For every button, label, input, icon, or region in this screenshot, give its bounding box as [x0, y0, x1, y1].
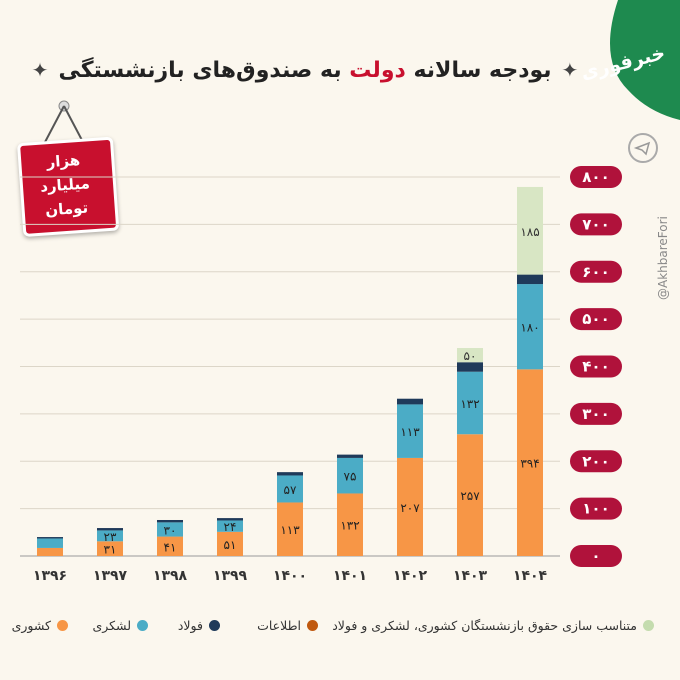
x-tick-label: ۱۴۰۳ [453, 568, 488, 584]
bar-segment-lashkari [337, 457, 363, 494]
y-tick-badge [570, 260, 622, 283]
title-star-icon-2: ✦ [31, 58, 49, 82]
y-tick-label: ۲۰۰ [582, 452, 609, 470]
bar-segment-lashkari [37, 538, 63, 548]
bar-data-label: ۱۱۳ [400, 425, 420, 439]
bar-data-label: ۱۳۲ [340, 519, 359, 533]
bar-segment-motanasebsazi [517, 186, 543, 275]
bar-segment-foolad [97, 528, 123, 531]
legend-item-lashkari: لشکری [92, 618, 148, 633]
y-tick-badge [570, 545, 622, 567]
y-tick-badge [570, 497, 622, 520]
bar-segment-lashkari [457, 371, 483, 435]
bar-data-label: ۲۰۷ [400, 501, 420, 515]
bar-data-label: ۱۳۲ [460, 397, 479, 411]
bar-data-label: ۵۱ [224, 538, 237, 552]
legend-item-keshvari: کشوری [12, 618, 68, 633]
x-tick-label: ۱۳۹۹ [213, 568, 248, 584]
bar-data-label: ۳۰ [164, 523, 177, 537]
x-tick-label: ۱۳۹۶ [33, 568, 67, 584]
y-tick-badge [570, 450, 622, 473]
bar-data-label: ۵۰ [464, 349, 477, 363]
bar-segment-foolad [277, 472, 303, 476]
title-star-icon: ✦ [561, 58, 579, 82]
title-part-2: به صندوق‌های بازنشستگی [58, 58, 342, 83]
bar-segment-foolad [517, 274, 543, 285]
x-tick-label: ۱۴۰۱ [333, 568, 367, 584]
bar-segment-foolad [157, 519, 183, 523]
legend-item-foolad: فولاد [178, 618, 220, 633]
bar-segment-lashkari [97, 530, 123, 542]
bar-data-label: ۲۵۷ [460, 489, 480, 503]
bar-segment-foolad [397, 398, 423, 405]
bar-segment-lashkari [217, 520, 243, 532]
bar-segment-keshvari [217, 531, 243, 556]
bar-segment-lashkari [517, 284, 543, 370]
y-tick-label: ۷۰۰ [582, 215, 609, 233]
sign-hanger [43, 100, 85, 145]
y-tick-label: ۱۰۰ [582, 500, 609, 518]
legend-swatch [307, 620, 318, 631]
bar-data-label: ۱۱۳ [280, 523, 300, 537]
bar-segment-foolad [457, 362, 483, 372]
brand-logo [610, 0, 680, 120]
bar-data-label: ۴۱ [164, 540, 177, 554]
bar-data-label: ۳۱ [104, 543, 117, 557]
bar-segment-foolad [37, 537, 63, 539]
bar-data-label: ۱۸۵ [520, 225, 539, 239]
y-tick-label: ۴۰۰ [582, 358, 609, 376]
x-tick-label: ۱۴۰۲ [393, 568, 428, 584]
bar-segment-keshvari [37, 547, 63, 556]
bar-segment-foolad [217, 518, 243, 521]
y-tick-label: ۰ [591, 547, 600, 565]
bar-segment-foolad [337, 454, 363, 458]
legend-swatch [137, 620, 148, 631]
legend-swatch [643, 620, 654, 631]
legend-item-ettelaat: اطلاعات [257, 618, 318, 633]
bar-segment-keshvari [157, 536, 183, 556]
y-tick-label: ۸۰۰ [582, 168, 609, 186]
y-tick-badge [570, 166, 622, 188]
bar-data-label: ۲۳ [104, 530, 117, 544]
bar-data-label: ۵۷ [284, 483, 297, 497]
legend-swatch [57, 620, 68, 631]
bar-data-label: ۱۸۰ [520, 321, 539, 335]
bar-segment-lashkari [277, 475, 303, 503]
bar-segment-lashkari [157, 522, 183, 537]
y-tick-badge [570, 402, 622, 425]
legend-item-motanasebsazi: متناسب سازی حقوق بازنشستگان کشوری، لشکری… [332, 618, 654, 633]
y-tick-badge [570, 308, 622, 331]
legend-swatch [209, 620, 220, 631]
title-part-1: بودجه سالانه [413, 58, 552, 83]
bar-segment-keshvari [457, 434, 483, 556]
bar-segment-keshvari [97, 541, 123, 556]
bar-data-label: ۳۹۴ [520, 457, 539, 471]
x-tick-label: ۱۳۹۷ [93, 568, 128, 584]
bar-segment-keshvari [517, 369, 543, 556]
page-title: ✦ بودجه سالانه دولت به صندوق‌های بازنشستگ… [10, 58, 600, 83]
bar-segment-lashkari [397, 404, 423, 458]
title-accent: دولت [349, 58, 406, 83]
bar-data-label: ۷۵ [344, 470, 357, 484]
y-tick-label: ۵۰۰ [582, 310, 609, 328]
y-tick-badge [570, 213, 622, 236]
bar-data-label: ۲۴ [224, 520, 237, 534]
y-tick-badge [570, 355, 622, 378]
x-tick-label: ۱۴۰۰ [273, 568, 307, 584]
x-tick-label: ۱۴۰۴ [513, 568, 548, 584]
telegram-icon [628, 133, 658, 163]
y-tick-label: ۶۰۰ [582, 263, 609, 281]
y-tick-label: ۳۰۰ [582, 405, 609, 423]
bar-segment-motanasebsazi [457, 348, 483, 363]
x-tick-label: ۱۳۹۸ [153, 568, 188, 584]
bar-segment-keshvari [277, 502, 303, 556]
bar-segment-keshvari [337, 493, 363, 556]
legend: کشوری لشکری فولاد اطلاعات متناسب سازی حق… [0, 610, 680, 640]
bar-segment-keshvari [397, 457, 423, 556]
